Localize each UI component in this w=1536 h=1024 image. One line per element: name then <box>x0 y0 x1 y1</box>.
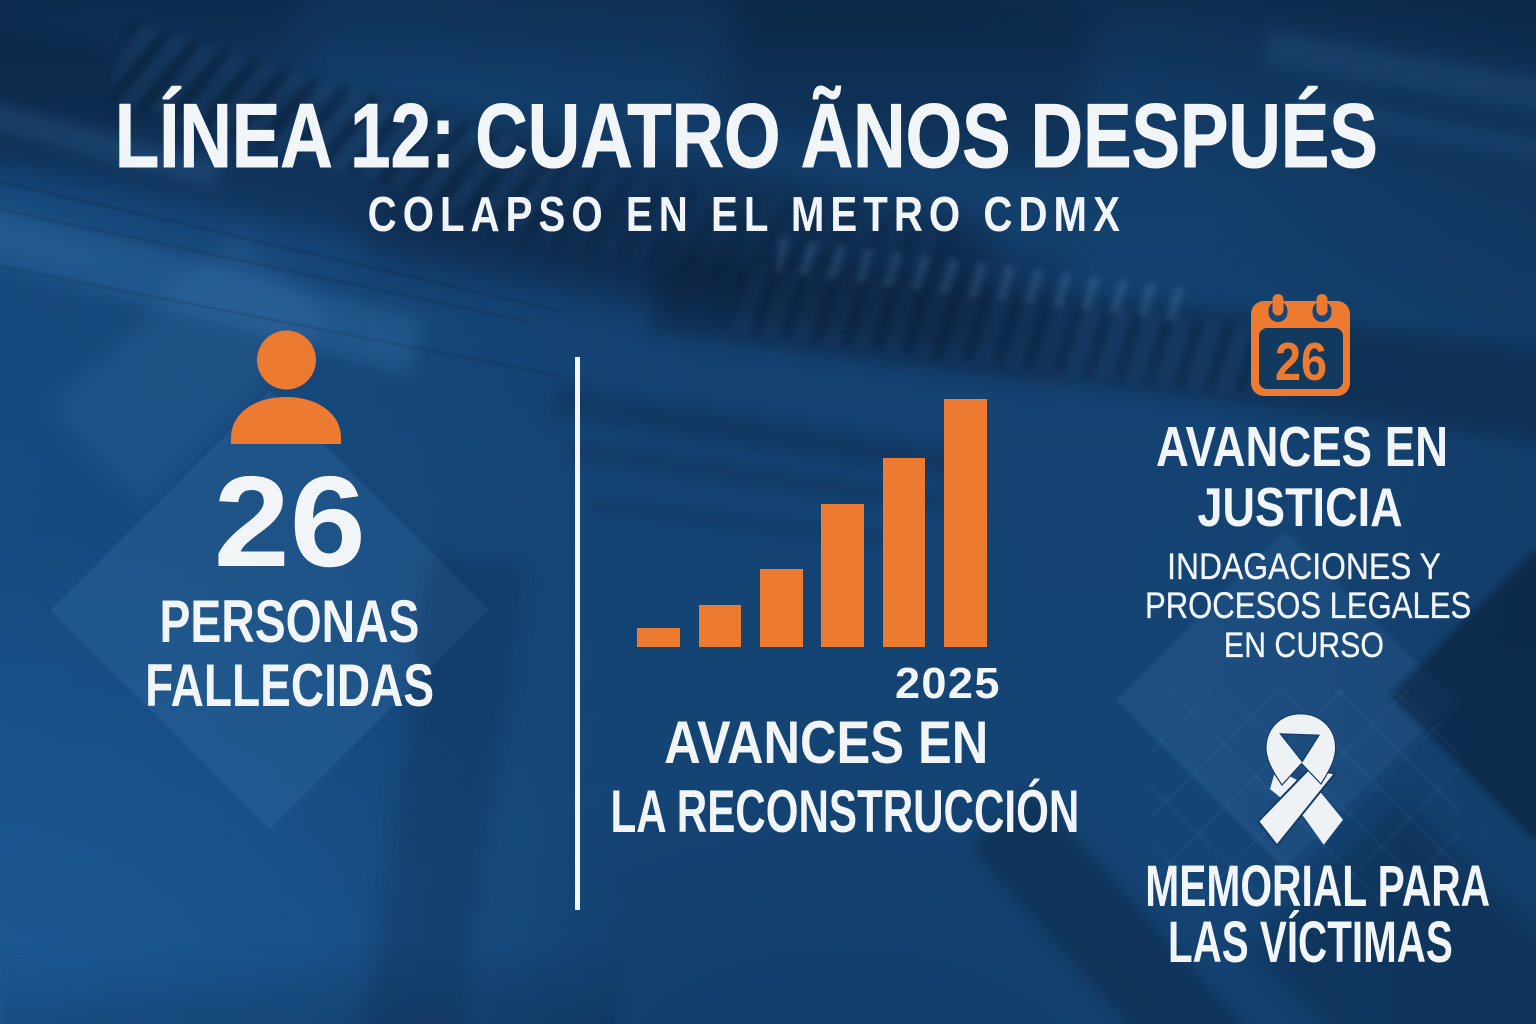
svg-text:26: 26 <box>1275 333 1327 392</box>
